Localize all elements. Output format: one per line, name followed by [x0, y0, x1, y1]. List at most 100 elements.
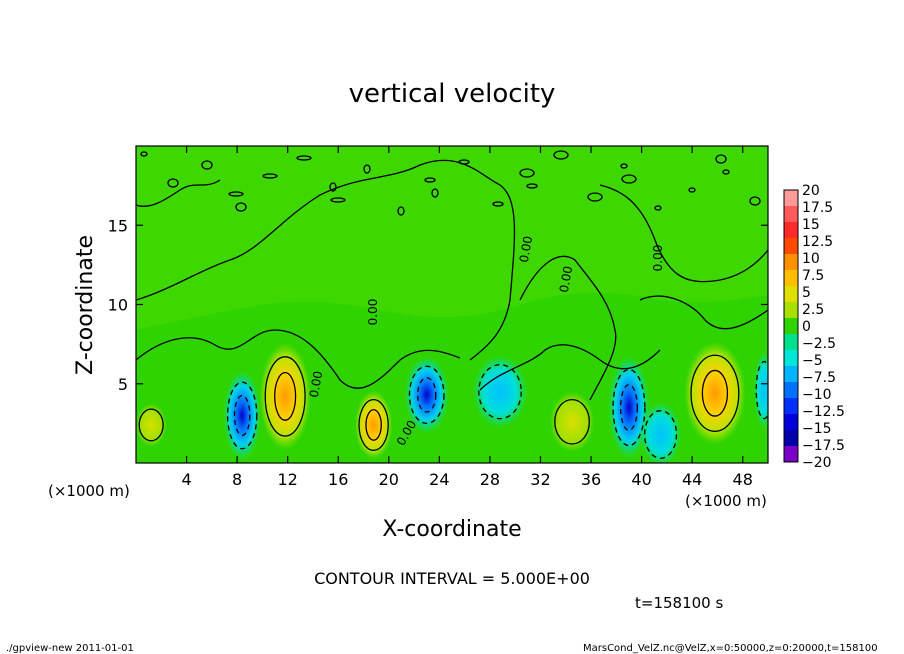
- x-tick-label: 24: [429, 470, 449, 489]
- blob-contour-5: [755, 360, 768, 420]
- noise-contour-20: [228, 191, 244, 197]
- noise-contour-4: [526, 183, 538, 189]
- noise-contour-8: [296, 155, 312, 161]
- zero-contour-3: [136, 329, 461, 389]
- x-tick-label: 12: [278, 470, 298, 489]
- noise-contour-15: [363, 164, 371, 174]
- colorbar-label: 15: [802, 217, 820, 233]
- colorbar-label: −15: [802, 421, 832, 437]
- colorbar-cell: [784, 302, 798, 319]
- contour-lines: [136, 150, 768, 459]
- blob-inner-contour-9: [701, 369, 729, 417]
- zero-contour-6: [479, 344, 661, 391]
- colorbar-cell: [784, 446, 798, 463]
- velocity-blob-2: [640, 402, 682, 463]
- colorbar-cell: [784, 430, 798, 447]
- x-tick-label: 44: [682, 470, 702, 489]
- colorbar-label: −10: [802, 387, 832, 403]
- noise-contour-17: [553, 150, 569, 160]
- blob-inner-contour-0: [233, 394, 251, 437]
- colorbar-label: 7.5: [802, 268, 824, 284]
- noise-contour-9: [397, 206, 405, 216]
- blob-contour-6: [264, 356, 306, 437]
- noise-contour-0: [140, 151, 148, 157]
- y-tick-label: 15: [108, 216, 128, 235]
- blob-inner-contour-7: [365, 409, 382, 441]
- colorbar: 2017.51512.5107.552.50−2.5−5−7.5−10−12.5…: [783, 183, 845, 471]
- colorbar-cell: [784, 334, 798, 351]
- blob-inner-contour-6: [274, 372, 297, 421]
- blob-contour-4: [478, 364, 522, 420]
- colorbar-cell: [784, 398, 798, 415]
- x-tick-label: 16: [328, 470, 348, 489]
- velocity-blob-10: [136, 403, 167, 447]
- plot-area: 0.000.00 0.000.000.000.00: [136, 146, 768, 463]
- noise-contour-24: [620, 163, 628, 169]
- x-unit-left: (×1000 m): [48, 482, 130, 500]
- noise-contour-3: [431, 188, 439, 198]
- colorbar-frame: [783, 189, 799, 463]
- colorbar-cell: [784, 366, 798, 383]
- colorbar-label: −2.5: [802, 336, 836, 352]
- zero-contour-1: [519, 255, 617, 401]
- noise-contour-18: [654, 205, 662, 211]
- velocity-blobs: [136, 341, 768, 463]
- chart-title: vertical velocity: [349, 79, 556, 109]
- colorbar-cell: [784, 254, 798, 271]
- velocity-blob-8: [549, 391, 595, 452]
- colorbar-label: 5: [802, 285, 811, 301]
- noise-contour-14: [262, 173, 278, 179]
- blob-contour-0: [226, 381, 258, 450]
- y-axis-ticks: 5 10 15: [108, 216, 768, 394]
- x-tick-label: 32: [530, 470, 550, 489]
- contour-label-2: 0.00: [651, 245, 665, 272]
- blob-inner-contour-1: [619, 384, 638, 431]
- velocity-blob-3: [404, 356, 449, 434]
- x-tick-label: 48: [733, 470, 753, 489]
- colorbar-cell: [784, 190, 798, 207]
- noise-contour-25: [715, 154, 727, 164]
- blob-contour-9: [690, 354, 740, 432]
- noise-contour-16: [458, 159, 470, 165]
- colorbar-label: 17.5: [802, 200, 833, 216]
- contour-label-0: 0.00: [366, 299, 380, 326]
- x-tick-label: 36: [581, 470, 601, 489]
- zero-contour-4: [136, 179, 221, 207]
- noise-contour-1: [235, 202, 247, 212]
- velocity-blob-4: [472, 355, 528, 429]
- noise-contour-12: [688, 187, 696, 193]
- velocity-blob-9: [684, 341, 746, 445]
- velocity-blob-0: [223, 370, 261, 461]
- colorbar-cell: [784, 238, 798, 255]
- x-tick-label: 40: [631, 470, 651, 489]
- velocity-blob-6: [259, 342, 311, 450]
- x-tick-label: 8: [232, 470, 242, 489]
- colorbar-cell: [784, 318, 798, 335]
- colorbar-label: −17.5: [802, 438, 845, 454]
- colorbar-label: 2.5: [802, 302, 824, 318]
- contour-label-1: 0.00: [517, 235, 535, 264]
- x-tick-label: 20: [379, 470, 399, 489]
- colorbar-cell: [784, 222, 798, 239]
- blob-contour-10: [138, 408, 164, 442]
- x-tick-label: 4: [181, 470, 191, 489]
- zero-contour-2: [599, 184, 768, 283]
- x-tick-label: 28: [480, 470, 500, 489]
- colorbar-cell: [784, 270, 798, 287]
- blob-inner-contour-3: [417, 377, 437, 413]
- colorbar-cell: [784, 414, 798, 431]
- zero-contour-5: [639, 295, 768, 330]
- colorbar-label: −20: [802, 455, 832, 471]
- contour-label-5: 0.00: [557, 265, 575, 294]
- program-info: ./gpview-new 2011-01-01: [6, 643, 134, 654]
- noise-contour-6: [722, 169, 730, 175]
- blob-contour-2: [643, 410, 678, 459]
- noise-contour-19: [749, 196, 761, 206]
- blob-contour-7: [358, 398, 389, 451]
- time-label: t=158100 s: [635, 594, 723, 612]
- noise-contour-13: [167, 178, 179, 188]
- colorbar-label: 10: [802, 251, 820, 267]
- noise-contour-10: [492, 201, 504, 207]
- y-tick-label: 5: [118, 375, 128, 394]
- velocity-blob-5: [753, 351, 768, 429]
